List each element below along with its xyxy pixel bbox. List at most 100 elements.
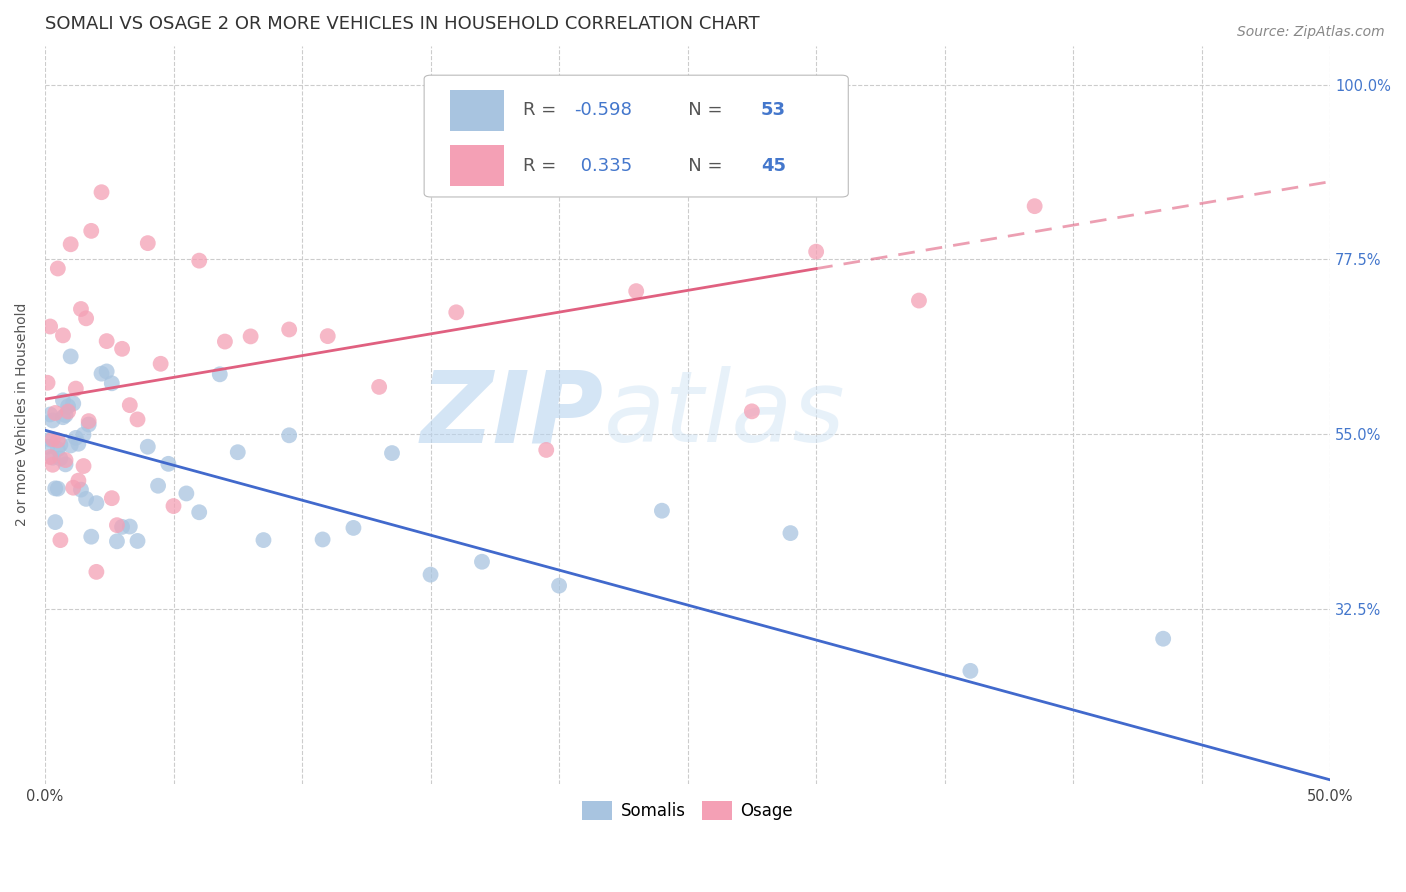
Point xyxy=(741,404,763,418)
Point xyxy=(176,486,198,500)
Point xyxy=(548,579,571,593)
Point xyxy=(239,329,262,343)
Point xyxy=(226,445,249,459)
Point xyxy=(70,301,93,316)
Point xyxy=(49,451,72,466)
Point xyxy=(278,322,301,336)
Point xyxy=(44,515,66,529)
FancyBboxPatch shape xyxy=(425,75,848,197)
Bar xyxy=(450,145,503,186)
Point xyxy=(86,496,108,510)
Bar xyxy=(450,90,503,130)
Point xyxy=(39,433,62,447)
Text: 53: 53 xyxy=(761,102,786,120)
Point xyxy=(62,481,84,495)
Point xyxy=(651,504,673,518)
Point xyxy=(52,393,75,408)
Point xyxy=(342,521,364,535)
Point xyxy=(55,453,77,467)
Point xyxy=(908,293,931,308)
Point xyxy=(101,376,124,391)
Point xyxy=(188,253,211,268)
Point xyxy=(46,261,69,276)
Point xyxy=(136,440,159,454)
Point xyxy=(959,664,981,678)
Point xyxy=(86,565,108,579)
Point xyxy=(101,491,124,505)
Point xyxy=(46,434,69,448)
Point xyxy=(214,334,236,349)
Point xyxy=(41,458,63,472)
Point xyxy=(446,305,468,319)
Point xyxy=(118,519,141,533)
Point xyxy=(44,406,66,420)
Point xyxy=(136,236,159,251)
Point xyxy=(111,520,134,534)
Point xyxy=(72,458,94,473)
Point xyxy=(49,533,72,548)
Legend: Somalis, Osage: Somalis, Osage xyxy=(575,795,800,827)
Text: ZIP: ZIP xyxy=(420,367,605,463)
Point xyxy=(471,555,494,569)
Point xyxy=(278,428,301,442)
Point xyxy=(96,334,118,348)
Point xyxy=(316,329,339,343)
Point xyxy=(118,398,141,412)
Point xyxy=(59,438,82,452)
Point xyxy=(56,399,79,413)
Point xyxy=(52,328,75,343)
Point xyxy=(55,408,77,422)
Point xyxy=(368,380,391,394)
Point xyxy=(311,533,333,547)
Point xyxy=(46,482,69,496)
Text: N =: N = xyxy=(671,102,728,120)
Text: 45: 45 xyxy=(761,157,786,175)
Point xyxy=(127,533,149,548)
Text: N =: N = xyxy=(671,157,728,175)
Point xyxy=(90,185,112,199)
Point xyxy=(1152,632,1174,646)
Point xyxy=(59,237,82,252)
Point xyxy=(80,530,103,544)
Point xyxy=(41,450,63,465)
Point xyxy=(804,244,827,259)
Text: R =: R = xyxy=(523,102,562,120)
Text: 0.335: 0.335 xyxy=(575,157,631,175)
Point xyxy=(39,408,62,422)
Point xyxy=(77,414,100,428)
Point xyxy=(46,442,69,457)
Point xyxy=(105,534,128,549)
Y-axis label: 2 or more Vehicles in Household: 2 or more Vehicles in Household xyxy=(15,303,30,526)
Point xyxy=(162,499,184,513)
Point xyxy=(624,284,647,298)
Point xyxy=(41,413,63,427)
Point xyxy=(49,437,72,451)
Point xyxy=(55,458,77,472)
Point xyxy=(52,410,75,425)
Text: SOMALI VS OSAGE 2 OR MORE VEHICLES IN HOUSEHOLD CORRELATION CHART: SOMALI VS OSAGE 2 OR MORE VEHICLES IN HO… xyxy=(45,15,759,33)
Point xyxy=(70,483,93,497)
Point xyxy=(41,432,63,446)
Point xyxy=(37,376,59,390)
Point xyxy=(77,417,100,432)
Point xyxy=(96,364,118,378)
Point xyxy=(188,505,211,519)
Text: R =: R = xyxy=(523,157,562,175)
Point xyxy=(44,482,66,496)
Point xyxy=(90,367,112,381)
Point xyxy=(381,446,404,460)
Point xyxy=(39,319,62,334)
Point xyxy=(39,450,62,464)
Point xyxy=(62,396,84,410)
Point xyxy=(146,479,169,493)
Point xyxy=(65,382,87,396)
Point xyxy=(37,440,59,454)
Point xyxy=(1024,199,1046,213)
Text: atlas: atlas xyxy=(605,367,845,463)
Point xyxy=(111,342,134,356)
Point xyxy=(75,491,97,506)
Point xyxy=(65,431,87,445)
Point xyxy=(419,567,441,582)
Point xyxy=(80,224,103,238)
Point xyxy=(75,311,97,326)
